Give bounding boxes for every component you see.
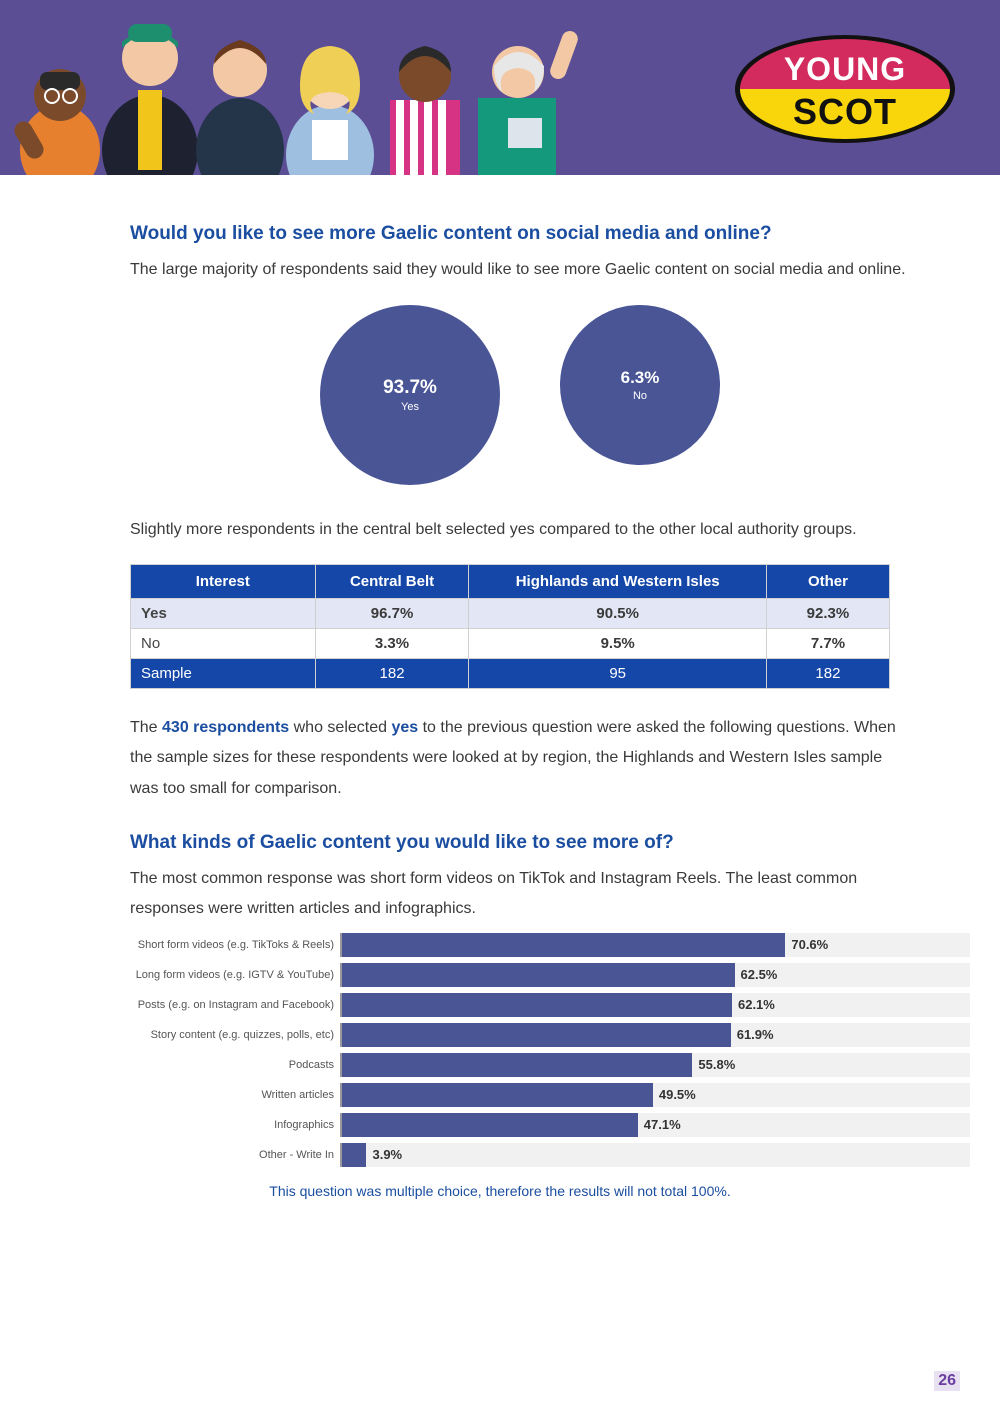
bar-value: 49.5% xyxy=(659,1087,696,1102)
svg-text:SCOT: SCOT xyxy=(793,91,897,132)
bar-track: 49.5% xyxy=(340,1083,970,1107)
bar-fill xyxy=(342,1143,366,1167)
table-cell: 182 xyxy=(766,658,889,688)
bar-label: Written articles xyxy=(70,1089,340,1101)
row-label: Sample xyxy=(131,658,316,688)
bar-value: 61.9% xyxy=(737,1027,774,1042)
bar-fill xyxy=(342,963,735,987)
table-header: Highlands and Western Isles xyxy=(469,564,766,598)
table-cell: 96.7% xyxy=(315,598,469,628)
table-header: Other xyxy=(766,564,889,598)
table-row: Yes96.7%90.5%92.3% xyxy=(131,598,890,628)
q1-compare-text: Slightly more respondents in the central… xyxy=(130,515,910,545)
bar-fill xyxy=(342,1113,638,1137)
bar-row: Written articles 49.5% xyxy=(70,1081,970,1109)
q2-heading: What kinds of Gaelic content you would l… xyxy=(130,832,910,854)
bar-label: Posts (e.g. on Instagram and Facebook) xyxy=(70,999,340,1011)
bar-row: Short form videos (e.g. TikToks & Reels)… xyxy=(70,931,970,959)
bubble-pct: 93.7% xyxy=(383,377,437,399)
table-row: Sample18295182 xyxy=(131,658,890,688)
bar-value: 55.8% xyxy=(698,1057,735,1072)
bar-label: Long form videos (e.g. IGTV & YouTube) xyxy=(70,969,340,981)
bubble: 6.3% No xyxy=(560,305,720,465)
table-cell: 95 xyxy=(469,658,766,688)
table-header: Interest xyxy=(131,564,316,598)
bubble-chart: 93.7% Yes 6.3% No xyxy=(130,305,910,485)
bar-fill xyxy=(342,1023,731,1047)
q1-followup: The 430 respondents who selected yes to … xyxy=(130,713,910,804)
bar-value: 3.9% xyxy=(372,1147,402,1162)
bar-fill xyxy=(342,933,785,957)
header-banner: YOUNG SCOT xyxy=(0,0,1000,175)
regions-table: InterestCentral BeltHighlands and Wester… xyxy=(130,564,890,689)
bar-label: Infographics xyxy=(70,1119,340,1131)
bar-row: Infographics 47.1% xyxy=(70,1111,970,1139)
bubble-pct: 6.3% xyxy=(621,368,660,388)
row-label: No xyxy=(131,628,316,658)
bar-value: 70.6% xyxy=(791,937,828,952)
table-cell: 90.5% xyxy=(469,598,766,628)
table-cell: 9.5% xyxy=(469,628,766,658)
bar-row: Posts (e.g. on Instagram and Facebook) 62… xyxy=(70,991,970,1019)
bar-track: 3.9% xyxy=(340,1143,970,1167)
text: who selected xyxy=(289,719,391,736)
bar-value: 62.5% xyxy=(741,967,778,982)
bar-chart: Short form videos (e.g. TikToks & Reels)… xyxy=(70,931,970,1169)
bar-track: 55.8% xyxy=(340,1053,970,1077)
bar-fill xyxy=(342,993,732,1017)
yes-emphasis: yes xyxy=(391,719,418,736)
q1-intro: The large majority of respondents said t… xyxy=(130,255,910,285)
bar-row: Podcasts 55.8% xyxy=(70,1051,970,1079)
bar-fill xyxy=(342,1083,653,1107)
page-number: 26 xyxy=(934,1371,960,1391)
bar-label: Other - Write In xyxy=(70,1149,340,1161)
q1-heading: Would you like to see more Gaelic conten… xyxy=(130,223,910,245)
bar-value: 62.1% xyxy=(738,997,775,1012)
bar-row: Other - Write In 3.9% xyxy=(70,1141,970,1169)
table-cell: 7.7% xyxy=(766,628,889,658)
row-label: Yes xyxy=(131,598,316,628)
young-scot-logo: YOUNG SCOT xyxy=(730,32,960,147)
bar-row: Long form videos (e.g. IGTV & YouTube) 62… xyxy=(70,961,970,989)
bar-track: 62.1% xyxy=(340,993,970,1017)
bubble: 93.7% Yes xyxy=(320,305,500,485)
bubble-label: No xyxy=(633,390,647,402)
bar-label: Podcasts xyxy=(70,1059,340,1071)
respondent-count: 430 respondents xyxy=(162,719,289,736)
table-cell: 92.3% xyxy=(766,598,889,628)
text: The xyxy=(130,719,162,736)
bar-label: Short form videos (e.g. TikToks & Reels) xyxy=(70,939,340,951)
bar-row: Story content (e.g. quizzes, polls, etc)… xyxy=(70,1021,970,1049)
table-cell: 3.3% xyxy=(315,628,469,658)
bar-fill xyxy=(342,1053,692,1077)
page-content: Would you like to see more Gaelic conten… xyxy=(130,195,910,1199)
table-cell: 182 xyxy=(315,658,469,688)
table-row: No3.3%9.5%7.7% xyxy=(131,628,890,658)
bar-track: 70.6% xyxy=(340,933,970,957)
bar-value: 47.1% xyxy=(644,1117,681,1132)
svg-text:YOUNG: YOUNG xyxy=(784,51,906,87)
bar-label: Story content (e.g. quizzes, polls, etc) xyxy=(70,1029,340,1041)
bar-track: 61.9% xyxy=(340,1023,970,1047)
bar-track: 62.5% xyxy=(340,963,970,987)
multiple-choice-note: This question was multiple choice, there… xyxy=(90,1183,910,1199)
table-header: Central Belt xyxy=(315,564,469,598)
q2-intro: The most common response was short form … xyxy=(130,864,910,925)
people-illustration xyxy=(0,0,700,175)
bar-track: 47.1% xyxy=(340,1113,970,1137)
bubble-label: Yes xyxy=(401,401,419,413)
